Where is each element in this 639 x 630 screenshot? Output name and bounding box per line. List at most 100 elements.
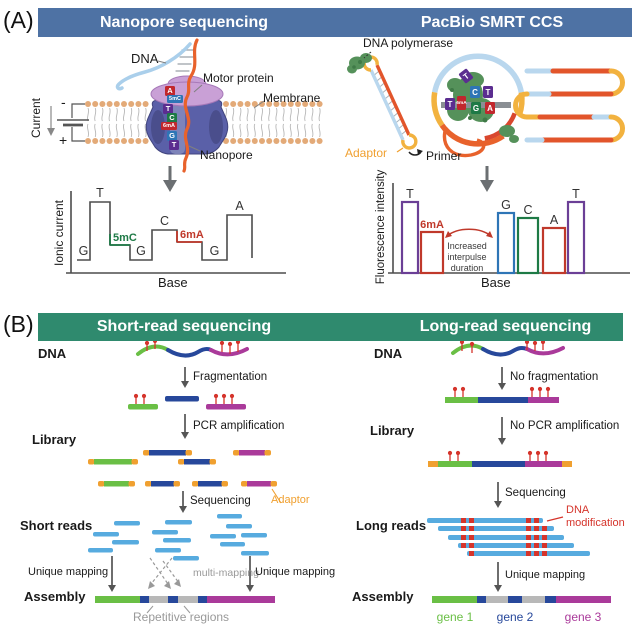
dna-wave-left — [136, 344, 249, 358]
methyl-lollipop — [144, 340, 150, 346]
pore-base-T: T — [163, 104, 173, 114]
dna-modification-mark — [542, 551, 547, 556]
assembly-segment — [149, 596, 168, 603]
dna-modification-mark — [526, 526, 531, 531]
dna-modification-mark — [526, 543, 531, 548]
sequencing-label-left: Sequencing — [190, 495, 251, 507]
dna-modification-mark — [461, 526, 466, 531]
adaptor-tip — [145, 481, 152, 487]
pore-base-C: C — [167, 113, 177, 123]
fluor-bar-label: T — [406, 187, 414, 201]
long-library — [472, 461, 525, 467]
down-arrow-icon — [179, 506, 187, 513]
short-reads-label: Short reads — [20, 518, 93, 533]
pacbio-title: PacBio SMRT CCS — [420, 13, 564, 31]
panel-a-banner: Nanopore sequencing PacBio SMRT CCS — [38, 8, 632, 37]
gene-label: gene 1 — [436, 610, 474, 624]
dna-modification-mark — [526, 551, 531, 556]
short-read-title: Short-read sequencing — [96, 318, 272, 335]
panel-a-label: (A) — [3, 7, 34, 33]
assembly-segment — [198, 596, 207, 603]
adaptor-tip — [270, 481, 277, 487]
methyl-lollipop — [227, 341, 233, 347]
gene-label: gene 3 — [564, 610, 602, 624]
short-read — [88, 548, 113, 553]
dna-modification-mark — [542, 543, 547, 548]
library-fragment — [198, 481, 222, 487]
dna-polymerase-label: DNA polymerase — [363, 36, 454, 50]
fluor-exit-arrow — [480, 166, 494, 192]
dna-modification-mark — [542, 526, 547, 531]
smrtbell-circle — [431, 53, 525, 158]
unfragmented-dna — [445, 397, 478, 403]
short-read — [112, 540, 139, 545]
nanopore-label: Nanopore — [200, 148, 253, 162]
membrane-illustration — [85, 101, 323, 144]
adaptor-tip — [128, 481, 135, 487]
short-read — [173, 556, 199, 561]
fluor-ylabel: Fluorescence intensity — [375, 169, 387, 285]
methyl-lollipop — [221, 393, 227, 399]
short-read — [241, 533, 267, 538]
ionic-ylabel: Ionic current — [52, 199, 66, 267]
base-step-label: G — [136, 244, 146, 258]
short-read — [217, 514, 242, 519]
methyl-lollipop — [219, 340, 225, 346]
dna-fragment — [128, 404, 158, 410]
fluor-xlabel: Base — [481, 275, 511, 290]
dna-label-b-left: DNA — [38, 346, 67, 361]
methyl-lollipop — [543, 450, 549, 456]
dna-fragment — [206, 404, 246, 410]
dna-modification-mark — [461, 543, 466, 548]
unique-mapping-left-label: Unique mapping — [28, 566, 109, 578]
dna-modification-label: DNA modification — [566, 504, 625, 529]
assembly-bars — [95, 596, 611, 603]
fluor-bar-label: 6mA — [420, 219, 444, 231]
dna-modification-mark — [534, 543, 539, 548]
interpulse-arrow — [445, 228, 493, 238]
assembly-segment — [522, 596, 545, 603]
dna-label-b-right: DNA — [374, 346, 403, 361]
library-fragment — [184, 459, 210, 465]
sequencing-reads — [88, 514, 590, 561]
pore-base-A: A — [165, 86, 175, 96]
fluor-bar-G — [496, 211, 516, 275]
long-reads-label: Long reads — [356, 518, 427, 533]
mod-step-label: 5mC — [113, 232, 137, 244]
dna-modification-mark — [534, 535, 539, 540]
adaptor-tip — [264, 450, 271, 456]
assembly-segment — [178, 596, 198, 603]
interpulse-line-3: duration — [450, 262, 484, 273]
adaptor-label-b: Adaptor — [271, 494, 310, 506]
methyl-lollipop — [529, 386, 535, 392]
down-arrow-icon — [181, 432, 189, 439]
down-arrow-icon — [498, 438, 506, 445]
short-read — [165, 520, 192, 525]
current-axis-label: Current — [29, 98, 43, 139]
panel-b-banner: Short-read sequencing Long-read sequenci… — [38, 313, 623, 341]
short-read — [93, 532, 119, 537]
methyl-lollipop — [537, 386, 543, 392]
short-read — [226, 524, 252, 529]
long-read-title: Long-read sequencing — [419, 318, 592, 335]
base-step-label: G — [79, 244, 89, 258]
dna-modification-mark — [542, 535, 547, 540]
dna-modification-mark — [534, 518, 539, 523]
fluor-bar-label: A — [550, 213, 559, 227]
pore-base-5mC: 5mC — [167, 95, 183, 103]
fluor-bar-label: C — [523, 203, 532, 217]
gene-label: gene 2 — [496, 610, 534, 624]
unique-mapping-label-b-right: Unique mapping — [505, 569, 586, 581]
long-read — [458, 543, 574, 548]
dna-modification-mark — [534, 526, 539, 531]
adaptor-tip — [241, 481, 248, 487]
interpulse-line-2: interpulse — [447, 251, 487, 262]
library-fragment — [94, 459, 132, 465]
library-label-right: Library — [370, 423, 415, 438]
library-fragment — [151, 481, 174, 487]
dna-modification-mark — [469, 535, 474, 540]
multi-mapping-arrows — [148, 557, 181, 589]
